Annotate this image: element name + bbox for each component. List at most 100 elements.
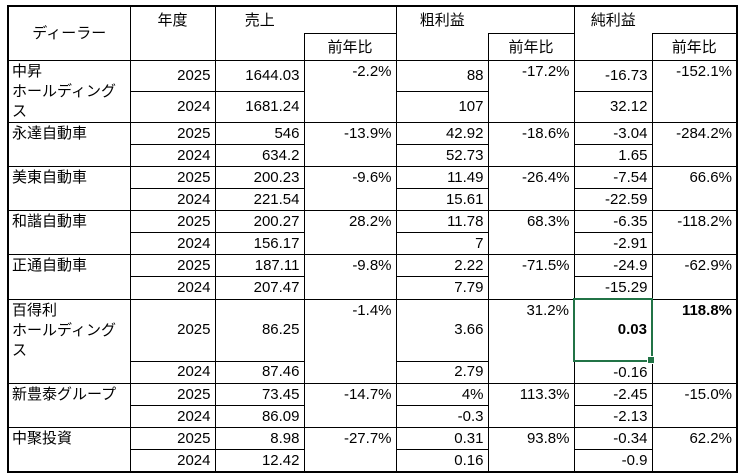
year-cell[interactable]: 2025 (129, 60, 216, 92)
gross-yoy-cell[interactable]: -17.2% (487, 60, 575, 123)
gross-cell[interactable]: 0.31 (395, 427, 489, 450)
dealer-cell[interactable]: 中昇 ホールディングス (7, 60, 131, 123)
net-cell[interactable]: -0.34 (573, 427, 653, 450)
sales-yoy-cell[interactable]: -27.7% (303, 427, 397, 473)
sales-cell[interactable]: 12.42 (214, 449, 305, 473)
sales-cell[interactable]: 200.23 (214, 166, 305, 189)
sales-cell[interactable]: 8.98 (214, 427, 305, 450)
net-yoy-cell[interactable]: -15.0% (651, 383, 738, 428)
gross-cell[interactable]: 88 (395, 60, 489, 92)
gross-cell[interactable]: 4% (395, 383, 489, 406)
gross-yoy-cell[interactable]: -26.4% (487, 166, 575, 211)
gross-cell[interactable]: 107 (395, 91, 489, 123)
header-sales[interactable]: 売上 (214, 5, 304, 34)
selected-cell[interactable]: 0.03 (573, 298, 655, 364)
header-sales-sub-spacer[interactable] (214, 33, 305, 61)
net-yoy-cell[interactable]: -62.9% (651, 254, 738, 300)
sales-cell[interactable]: 187.11 (214, 254, 305, 277)
header-gross-yoy[interactable]: 前年比 (487, 33, 575, 61)
sales-cell[interactable]: 200.27 (214, 210, 305, 233)
net-cell[interactable]: 1.65 (573, 144, 653, 167)
gross-cell[interactable]: 2.22 (395, 254, 489, 277)
year-cell[interactable]: 2025 (129, 122, 216, 145)
header-net-sub-spacer[interactable] (573, 33, 653, 61)
net-cell[interactable]: -2.45 (573, 383, 653, 406)
sales-yoy-cell[interactable]: -13.9% (303, 122, 397, 167)
header-net-profit[interactable]: 純利益 (573, 5, 652, 34)
sales-cell[interactable]: 221.54 (214, 188, 305, 211)
header-year[interactable]: 年度 (129, 5, 216, 61)
net-cell[interactable]: 32.12 (573, 91, 653, 123)
sales-cell[interactable]: 207.47 (214, 276, 305, 300)
net-cell[interactable]: -22.59 (573, 188, 653, 211)
sales-cell[interactable]: 86.25 (214, 298, 305, 362)
gross-yoy-cell[interactable]: 113.3% (487, 383, 575, 428)
gross-cell[interactable]: 52.73 (395, 144, 489, 167)
year-cell[interactable]: 2025 (129, 298, 216, 362)
year-cell[interactable]: 2024 (129, 232, 216, 255)
header-gross-sub-spacer[interactable] (395, 33, 489, 61)
gross-yoy-cell[interactable]: 31.2% (487, 298, 575, 384)
header-sales-yoy[interactable]: 前年比 (303, 33, 397, 61)
year-cell[interactable]: 2024 (129, 405, 216, 428)
dealer-cell[interactable]: 新豊泰グループ (7, 383, 131, 428)
header-gross-profit[interactable]: 粗利益 (395, 5, 488, 34)
gross-cell[interactable]: 3.66 (395, 298, 489, 362)
year-cell[interactable]: 2025 (129, 383, 216, 406)
sales-cell[interactable]: 634.2 (214, 144, 305, 167)
net-cell[interactable]: -3.04 (573, 122, 653, 145)
header-dealer[interactable]: ディーラー (7, 5, 131, 61)
sales-cell[interactable]: 156.17 (214, 232, 305, 255)
sales-cell[interactable]: 546 (214, 122, 305, 145)
sales-yoy-cell[interactable]: 28.2% (303, 210, 397, 255)
year-cell[interactable]: 2024 (129, 144, 216, 167)
gross-cell[interactable]: 2.79 (395, 360, 489, 384)
dealer-cell[interactable]: 永達自動車 (7, 122, 131, 167)
dealer-cell[interactable]: 美東自動車 (7, 166, 131, 211)
net-cell[interactable]: -2.13 (573, 405, 653, 428)
gross-cell[interactable]: 0.16 (395, 449, 489, 473)
year-cell[interactable]: 2024 (129, 276, 216, 300)
net-yoy-cell[interactable]: -152.1% (651, 60, 738, 123)
net-cell[interactable]: -0.9 (573, 449, 653, 473)
sales-yoy-cell[interactable]: -2.2% (303, 60, 397, 123)
year-cell[interactable]: 2025 (129, 210, 216, 233)
year-cell[interactable]: 2024 (129, 449, 216, 473)
net-cell[interactable]: -16.73 (573, 60, 653, 92)
gross-cell[interactable]: -0.3 (395, 405, 489, 428)
gross-cell[interactable]: 11.78 (395, 210, 489, 233)
header-net-yoy[interactable]: 前年比 (651, 33, 738, 61)
net-yoy-cell[interactable]: 62.2% (651, 427, 738, 473)
header-sales-spacer[interactable] (304, 5, 397, 34)
net-yoy-cell[interactable]: 66.6% (651, 166, 738, 211)
net-cell[interactable]: -15.29 (573, 276, 653, 300)
dealer-cell[interactable]: 和諧自動車 (7, 210, 131, 255)
fill-handle[interactable] (647, 356, 655, 364)
net-cell[interactable]: -2.91 (573, 232, 653, 255)
dealer-cell[interactable]: 百得利 ホールディングス (7, 298, 131, 384)
sales-cell[interactable]: 86.09 (214, 405, 305, 428)
year-cell[interactable]: 2024 (129, 360, 216, 384)
sales-yoy-cell[interactable]: -14.7% (303, 383, 397, 428)
gross-yoy-cell[interactable]: 68.3% (487, 210, 575, 255)
net-yoy-cell[interactable]: -118.2% (651, 210, 738, 255)
sales-cell[interactable]: 1644.03 (214, 60, 305, 92)
net-cell[interactable]: -6.35 (573, 210, 653, 233)
header-gross-spacer[interactable] (488, 5, 575, 34)
gross-cell[interactable]: 42.92 (395, 122, 489, 145)
gross-cell[interactable]: 15.61 (395, 188, 489, 211)
sales-cell[interactable]: 87.46 (214, 360, 305, 384)
net-cell[interactable]: -24.9 (573, 254, 653, 277)
year-cell[interactable]: 2025 (129, 166, 216, 189)
gross-cell[interactable]: 7.79 (395, 276, 489, 300)
gross-yoy-cell[interactable]: -71.5% (487, 254, 575, 300)
header-net-spacer[interactable] (652, 5, 738, 34)
net-cell[interactable]: -7.54 (573, 166, 653, 189)
dealer-cell[interactable]: 中聚投資 (7, 427, 131, 473)
gross-cell[interactable]: 11.49 (395, 166, 489, 189)
sales-cell[interactable]: 73.45 (214, 383, 305, 406)
gross-cell[interactable]: 7 (395, 232, 489, 255)
year-cell[interactable]: 2025 (129, 254, 216, 277)
sales-cell[interactable]: 1681.24 (214, 91, 305, 123)
gross-yoy-cell[interactable]: 93.8% (487, 427, 575, 473)
